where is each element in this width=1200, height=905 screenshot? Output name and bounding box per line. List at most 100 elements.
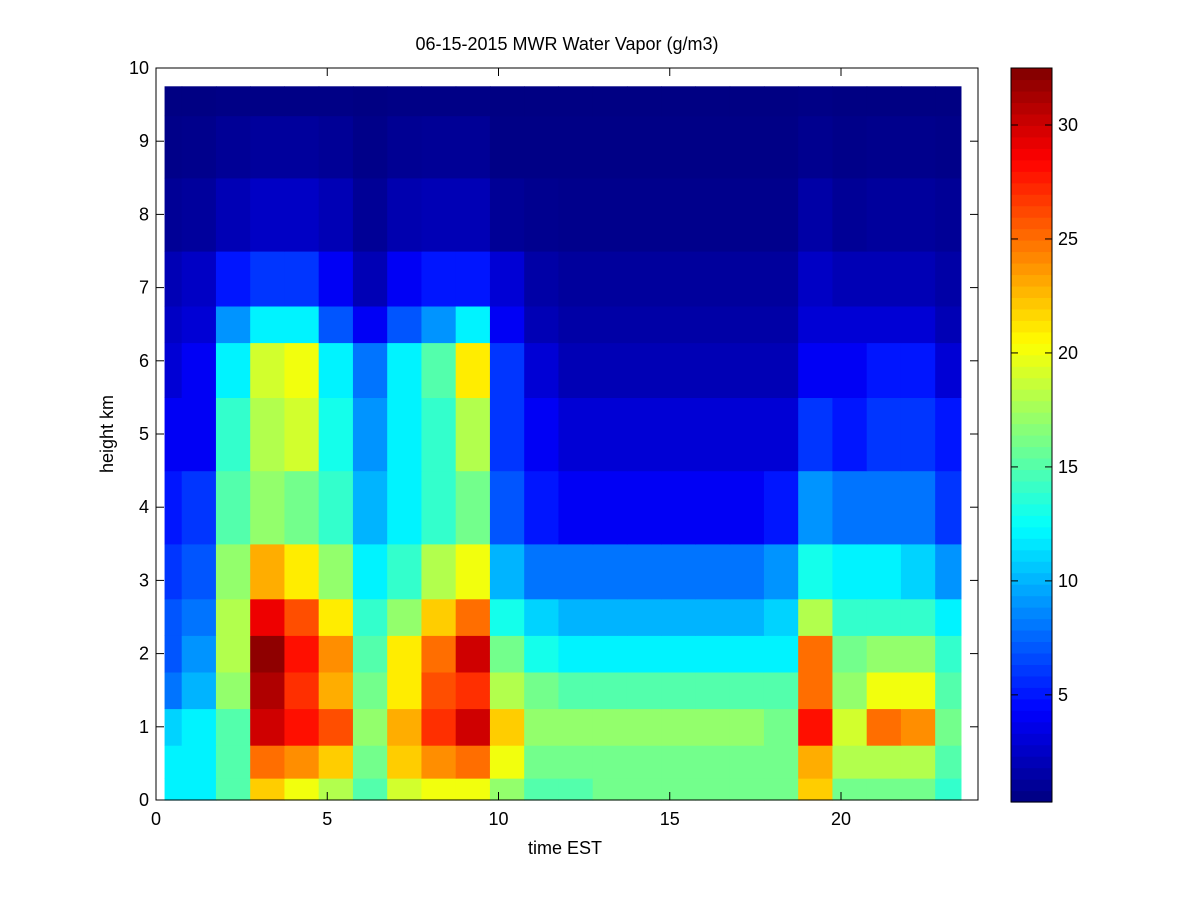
colorbar-segment [1011, 675, 1052, 688]
heatmap-cell [318, 115, 354, 179]
heatmap-cell [592, 708, 628, 746]
heatmap-cell [558, 778, 594, 801]
heatmap-cell [421, 305, 457, 344]
heatmap-cell [352, 708, 388, 746]
heatmap-cell [164, 177, 183, 252]
heatmap-cell [592, 305, 628, 344]
heatmap-cell [729, 778, 765, 801]
heatmap-cell [489, 251, 525, 307]
heatmap-cell [181, 397, 217, 472]
colorbar-segment [1011, 698, 1052, 711]
heatmap-cell [455, 305, 491, 344]
y-tick-label: 1 [139, 717, 149, 737]
heatmap-cell [832, 708, 868, 746]
heatmap-cell [181, 708, 217, 746]
colorbar-frame [1010, 67, 1053, 803]
heatmap-cell [455, 251, 491, 307]
heatmap-cell [661, 543, 697, 600]
heatmap-cell [592, 342, 628, 398]
heatmap-cell [661, 177, 697, 252]
heatmap-cell [729, 305, 765, 344]
colorbar-segment [1011, 618, 1052, 631]
heatmap-cell [489, 86, 525, 117]
heatmap-cell [181, 470, 217, 545]
colorbar-segment [1011, 412, 1052, 425]
heatmap-cell [866, 86, 902, 117]
heatmap-cell [935, 305, 962, 344]
heatmap-cell [661, 86, 697, 117]
colorbar-segment [1011, 331, 1052, 344]
heatmap-cell [215, 671, 251, 710]
heatmap-cell [164, 598, 183, 636]
colorbar-tick-label: 25 [1058, 229, 1078, 249]
heatmap-cell [284, 598, 320, 636]
heatmap-cell [729, 251, 765, 307]
heatmap-cell [164, 86, 183, 117]
heatmap-cell [164, 115, 183, 179]
heatmap-cell [215, 342, 251, 398]
colorbar-segment [1011, 148, 1052, 161]
heatmap-cell [592, 745, 628, 779]
heatmap-cell [661, 671, 697, 710]
y-tick-label: 0 [139, 790, 149, 810]
heatmap-cell [352, 745, 388, 779]
colorbar-segment [1011, 194, 1052, 207]
heatmap-cell [164, 251, 183, 307]
heatmap-cell [284, 305, 320, 344]
heatmap-cell [181, 115, 217, 179]
heatmap-cell [489, 745, 525, 779]
heatmap-cell [387, 177, 423, 252]
heatmap-cell [900, 598, 936, 636]
heatmap-cell [489, 397, 525, 472]
heatmap-cell [832, 671, 868, 710]
heatmap-cell [250, 543, 286, 600]
heatmap-cell [181, 251, 217, 307]
y-tick-label: 8 [139, 204, 149, 224]
colorbar-tick-label: 5 [1058, 685, 1068, 705]
heatmap-cell [900, 671, 936, 710]
heatmap-cell [489, 470, 525, 545]
heatmap-cell [164, 671, 183, 710]
heatmap-cell [318, 671, 354, 710]
colorbar-segment [1011, 159, 1052, 172]
heatmap-cell [900, 778, 936, 801]
colorbar-segment [1011, 79, 1052, 92]
heatmap-cell [935, 598, 962, 636]
heatmap-cell [489, 115, 525, 179]
heatmap-cell [284, 708, 320, 746]
heatmap-cell [695, 598, 731, 636]
heatmap-cell [695, 708, 731, 746]
heatmap-cell [352, 671, 388, 710]
heatmap-cell [832, 251, 868, 307]
heatmap-cell [352, 251, 388, 307]
heatmap-cell [387, 251, 423, 307]
heatmap-cell [524, 543, 560, 600]
colorbar-segment [1011, 354, 1052, 367]
heatmap-cell [763, 177, 799, 252]
heatmap-cell [900, 251, 936, 307]
heatmap-cell [763, 251, 799, 307]
heatmap-cell [421, 470, 457, 545]
heatmap-cell [558, 708, 594, 746]
heatmap-cell [387, 86, 423, 117]
heatmap-cell [181, 305, 217, 344]
heatmap-cell [250, 671, 286, 710]
heatmap-cell [421, 251, 457, 307]
heatmap-cell [592, 470, 628, 545]
heatmap-cell [661, 598, 697, 636]
colorbar-segment [1011, 182, 1052, 195]
heatmap-cell [387, 671, 423, 710]
colorbar-segment [1011, 125, 1052, 138]
heatmap-cell [524, 342, 560, 398]
colorbar-segment [1011, 756, 1052, 769]
heatmap-cell [866, 470, 902, 545]
heatmap-cell [387, 115, 423, 179]
y-axis-ticks: 0 1 2 3 4 5 6 7 8 9 10 [129, 58, 978, 810]
colorbar-segment [1011, 561, 1052, 574]
heatmap-cell [524, 778, 560, 801]
heatmap-cell [387, 543, 423, 600]
x-tick-label: 10 [488, 809, 508, 829]
heatmap-cell [558, 543, 594, 600]
heatmap-cell [318, 635, 354, 673]
colorbar-segment [1011, 446, 1052, 459]
